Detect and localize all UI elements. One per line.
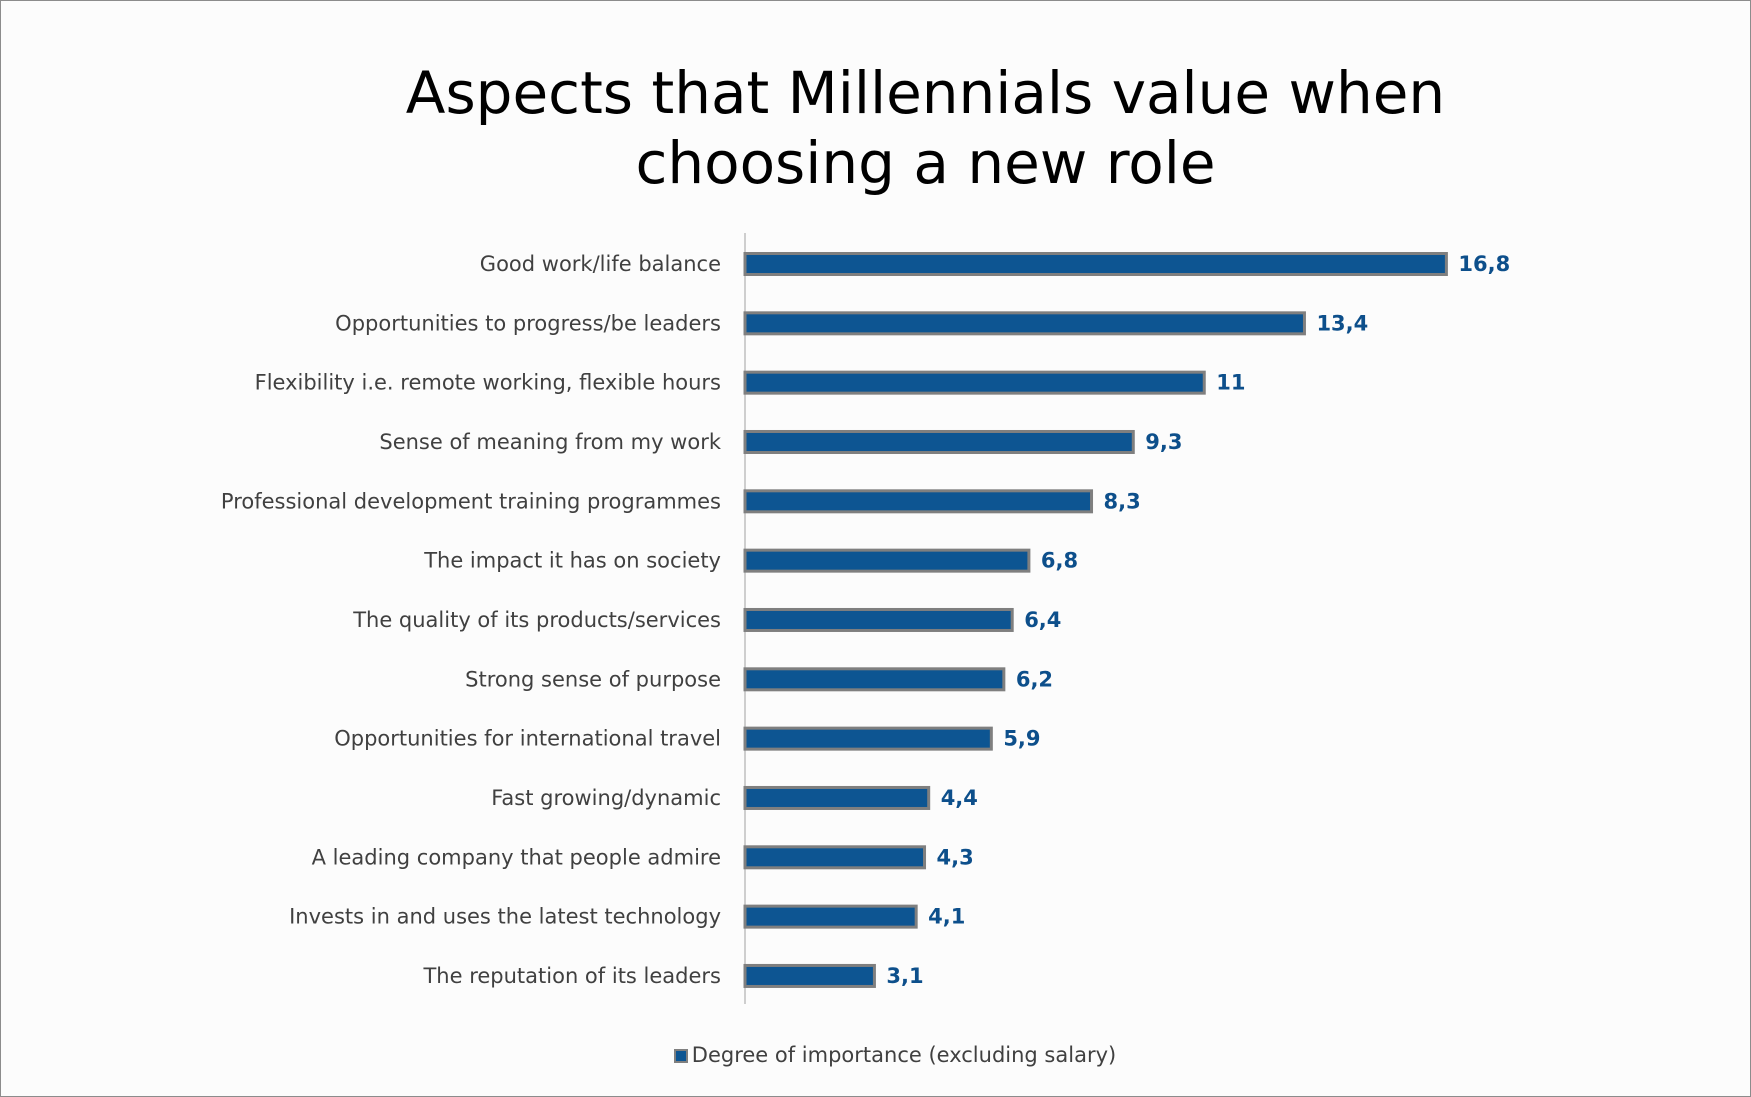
value-label: 5,9 — [1003, 727, 1040, 751]
bar — [743, 252, 1448, 276]
category-label: Opportunities to progress/be leaders — [335, 311, 721, 335]
bar — [743, 370, 1206, 395]
bar — [743, 785, 931, 810]
value-label: 3,1 — [886, 964, 923, 988]
legend-label: Degree of importance (excluding salary) — [691, 1043, 1117, 1067]
category-label: Sense of meaning from my work — [379, 430, 721, 454]
value-label: 4,4 — [941, 786, 978, 810]
value-label: 4,3 — [937, 845, 974, 869]
value-label: 16,8 — [1458, 252, 1510, 276]
category-label: Flexibility i.e. remote working, flexibl… — [255, 371, 721, 395]
value-label: 4,1 — [928, 905, 965, 929]
category-label: The impact it has on society — [423, 549, 721, 573]
value-label: 6,2 — [1016, 667, 1053, 691]
value-label: 8,3 — [1104, 489, 1141, 513]
bar — [743, 726, 993, 751]
bar — [743, 845, 927, 870]
category-label: Fast growing/dynamic — [491, 786, 721, 810]
category-label: A leading company that people admire — [312, 845, 721, 869]
legend-swatch — [673, 1049, 688, 1063]
category-label: Invests in and uses the latest technolog… — [289, 905, 721, 929]
category-label: Opportunities for international travel — [334, 727, 721, 751]
bar — [743, 963, 876, 988]
bar — [743, 489, 1094, 514]
chart-title-line-1: Aspects that Millennials value when — [405, 59, 1446, 127]
bar — [743, 667, 1006, 692]
chart-title-line-2: choosing a new role — [635, 129, 1216, 197]
value-label: 6,4 — [1024, 608, 1061, 632]
bar — [743, 429, 1135, 454]
category-label: The reputation of its leaders — [422, 964, 721, 988]
bar — [743, 904, 918, 929]
category-label: Strong sense of purpose — [465, 667, 721, 691]
bar — [743, 607, 1014, 632]
category-label: The quality of its products/services — [352, 608, 721, 632]
category-label: Good work/life balance — [480, 252, 721, 276]
bar — [743, 548, 1031, 573]
category-label: Professional development training progra… — [221, 489, 721, 513]
value-label: 9,3 — [1145, 430, 1182, 454]
value-label: 11 — [1216, 371, 1245, 395]
chart-title: Aspects that Millennials value when choo… — [0, 58, 1751, 198]
value-label: 13,4 — [1316, 311, 1368, 335]
value-label: 6,8 — [1041, 549, 1078, 573]
legend: Degree of importance (excluding salary) — [0, 1043, 1751, 1067]
bar — [743, 311, 1306, 336]
